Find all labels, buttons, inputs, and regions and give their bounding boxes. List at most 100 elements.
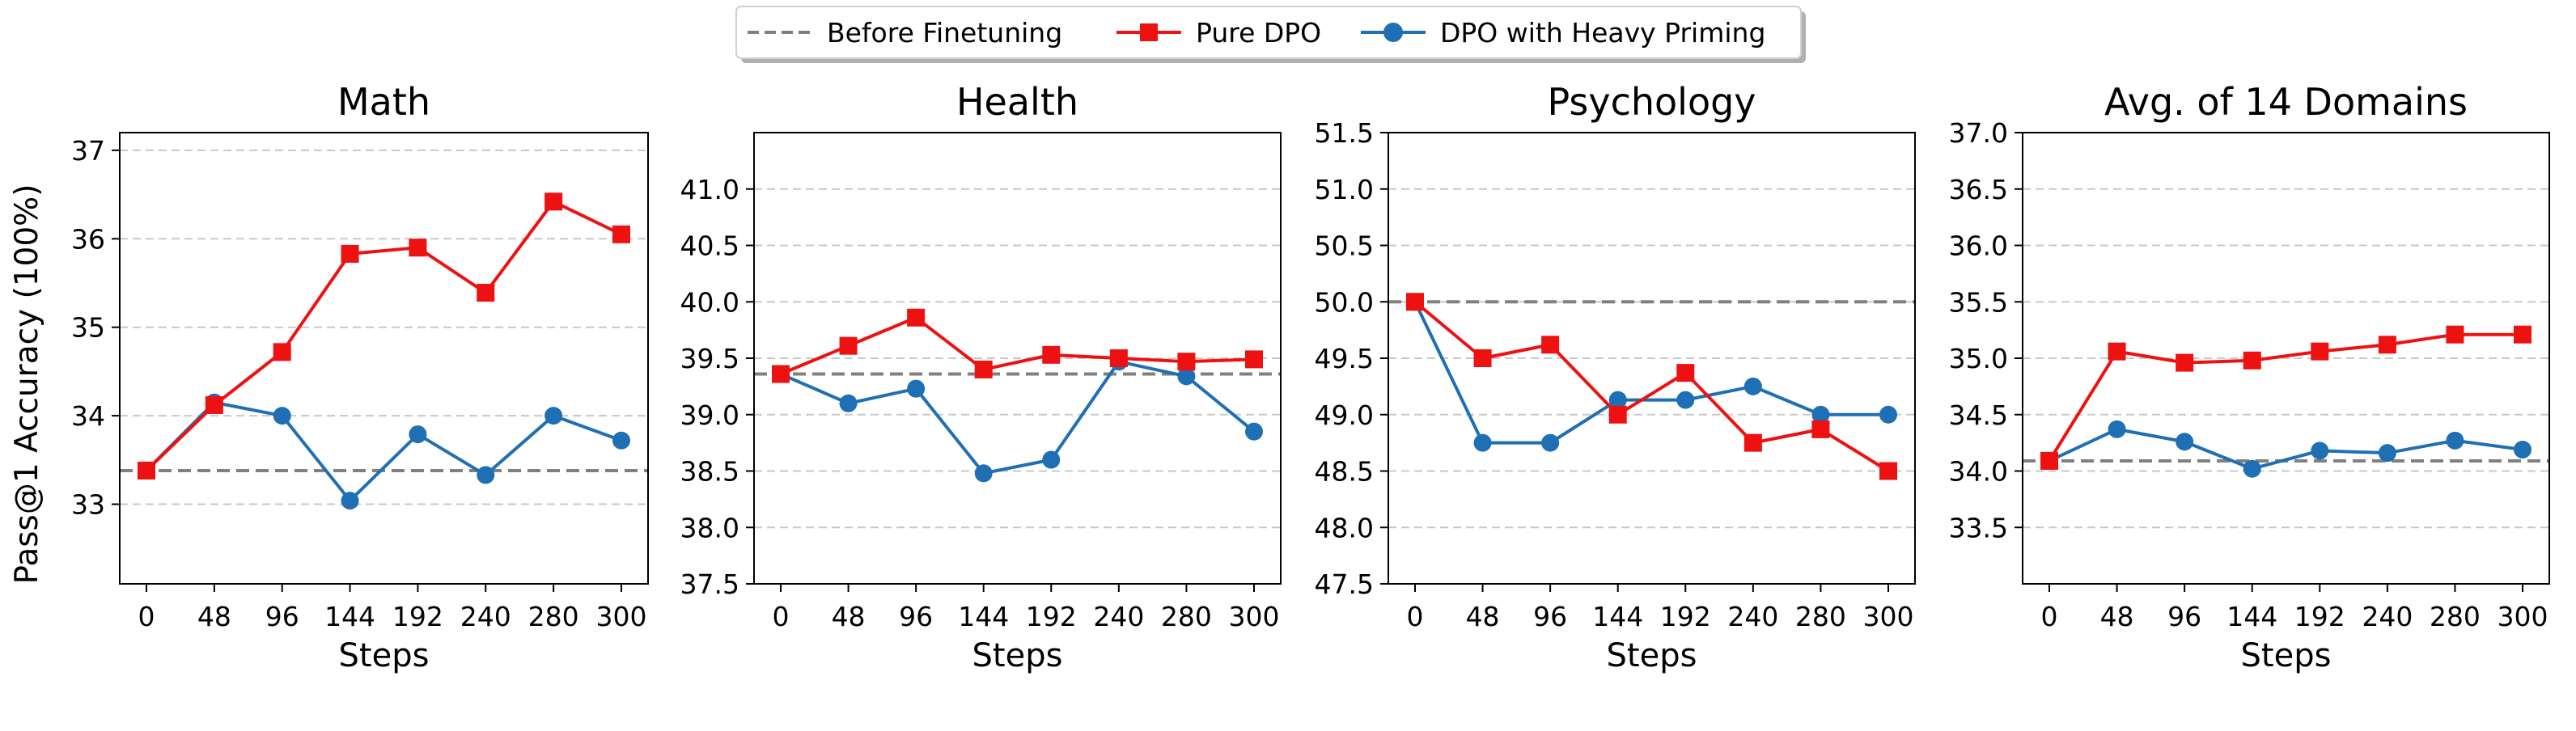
- data-point-square: [2108, 342, 2126, 361]
- data-point-circle: [1042, 450, 1061, 469]
- y-tick-label: 33: [71, 489, 105, 521]
- y-tick-label: 41.0: [680, 174, 739, 205]
- y-axis-label: Pass@1 Accuracy (100%): [9, 184, 45, 585]
- x-axis-label: Steps: [1607, 637, 1697, 674]
- panel-health: 37.5 38.0 38.5 39.0 39.5 40.0 40.5 41.0 0 48 96 144…: [680, 80, 1282, 674]
- series-line-dpo-with-heavy-priming: [1413, 301, 1888, 445]
- data-point-square: [1879, 462, 1897, 480]
- data-point-square: [2040, 451, 2058, 470]
- y-tick-label: 34.5: [1949, 399, 2008, 431]
- data-point-circle: [2514, 440, 2532, 458]
- y-tick-label: 35.5: [1949, 286, 2008, 318]
- data-point-square: [974, 360, 993, 378]
- series-pure-dpo: [1406, 293, 1897, 480]
- panel-title: Math: [337, 80, 430, 124]
- series-dpo-with-heavy-priming: [1406, 293, 1897, 452]
- data-point-circle: [273, 407, 291, 425]
- data-point-square: [907, 308, 926, 327]
- data-point-square: [2514, 325, 2532, 344]
- x-tick-label: 96: [1533, 601, 1567, 632]
- y-tick-label: 39.5: [680, 343, 739, 374]
- y-tick-label: 49.0: [1315, 399, 1374, 431]
- panel-psychology: 47.5 48.0 48.5 49.0 49.5 50.0 50.5 51.0 51.5 0 48 9…: [1315, 80, 1916, 674]
- x-tick-label: 192: [1660, 601, 1711, 632]
- x-tick-label: 144: [324, 601, 375, 632]
- x-tick-label: 240: [460, 601, 511, 632]
- legend-label: Pure DPO: [1196, 17, 1321, 49]
- data-point-circle: [544, 407, 563, 425]
- y-tick-label: 33.5: [1949, 512, 2008, 543]
- x-axis-label: Steps: [972, 637, 1063, 674]
- x-tick-label: 48: [2100, 601, 2134, 632]
- x-tick-label: 280: [2430, 601, 2481, 632]
- y-tick-label: 40.5: [680, 230, 739, 262]
- x-tick-label: 48: [1466, 601, 1500, 632]
- plot-frame: [2022, 132, 2550, 585]
- y-tick-label: 50.5: [1315, 230, 1374, 262]
- data-point-square: [273, 343, 291, 361]
- y-tick-label: 38.0: [680, 512, 739, 543]
- y-tick-label: 48.0: [1315, 512, 1374, 543]
- data-point-circle: [1811, 405, 1830, 424]
- x-tick-label: 48: [832, 601, 866, 632]
- y-tick-label: 51.5: [1315, 117, 1374, 149]
- series-dpo-with-heavy-priming: [772, 353, 1263, 483]
- panel-title: Avg. of 14 Domains: [2104, 80, 2468, 124]
- x-tick-label: 96: [2167, 601, 2201, 632]
- data-point-square: [138, 461, 155, 480]
- x-tick-label: 240: [2362, 601, 2413, 632]
- series-pure-dpo: [2040, 325, 2532, 470]
- x-tick-label: 48: [197, 601, 231, 632]
- data-point-square: [1406, 293, 1424, 311]
- plot-frame: [1388, 132, 1916, 585]
- x-tick-label: 300: [2498, 601, 2548, 632]
- data-point-square: [1177, 353, 1196, 371]
- legend-frame: [735, 6, 1802, 59]
- data-point-square: [1541, 336, 1560, 354]
- x-tick-label: 192: [1026, 601, 1077, 632]
- data-point-circle: [2378, 444, 2396, 463]
- data-point-square: [477, 284, 495, 302]
- y-tick-label: 50.0: [1315, 286, 1374, 318]
- x-tick-label: 0: [1407, 601, 1424, 632]
- data-point-circle: [2311, 442, 2329, 460]
- x-tick-label: 280: [1161, 601, 1212, 632]
- data-point-square: [2176, 353, 2194, 372]
- y-tick-label: 38.5: [680, 456, 739, 488]
- series-line-dpo-with-heavy-priming: [780, 360, 1256, 475]
- data-point-square: [2446, 325, 2464, 344]
- y-tick-label: 37.0: [1949, 117, 2008, 149]
- data-point-circle: [341, 492, 359, 510]
- series-line-dpo-with-heavy-priming: [2049, 427, 2523, 471]
- panel-title: Psychology: [1547, 80, 1756, 124]
- y-tick-label: 36: [71, 223, 105, 255]
- y-tick-label: 34.0: [1949, 456, 2008, 488]
- x-tick-label: 96: [265, 601, 299, 632]
- data-point-square: [409, 239, 427, 257]
- x-tick-label: 144: [1592, 601, 1643, 632]
- x-tick-label: 280: [528, 601, 579, 632]
- y-tick-label: 37: [71, 135, 105, 167]
- y-tick-label: 36.5: [1949, 174, 2008, 205]
- x-tick-label: 0: [2041, 601, 2058, 632]
- data-point-circle: [1473, 433, 1492, 452]
- data-point-circle: [1743, 377, 1762, 395]
- series-dpo-with-heavy-priming: [2040, 420, 2532, 478]
- data-point-square: [772, 365, 790, 383]
- x-tick-label: 144: [2226, 601, 2277, 632]
- legend-item-before-finetuning: Before Finetuning: [748, 17, 1062, 49]
- legend-label: DPO with Heavy Priming: [1440, 17, 1765, 49]
- series-line-dpo-with-heavy-priming: [145, 400, 622, 503]
- data-point-square: [839, 336, 858, 355]
- data-point-circle: [477, 466, 495, 484]
- series-line-pure-dpo: [145, 200, 622, 472]
- data-point-square: [2243, 351, 2261, 370]
- panel-avg-of-14-domains: 33.5 34.0 34.5 35.0 35.5 36.0 36.5 37.0 0 48 96 144…: [1949, 80, 2550, 674]
- data-point-square: [1042, 345, 1061, 364]
- series-line-pure-dpo: [1413, 300, 1890, 473]
- data-point-circle: [1541, 433, 1560, 452]
- data-point-square: [1473, 349, 1492, 367]
- x-tick-label: 192: [392, 601, 443, 632]
